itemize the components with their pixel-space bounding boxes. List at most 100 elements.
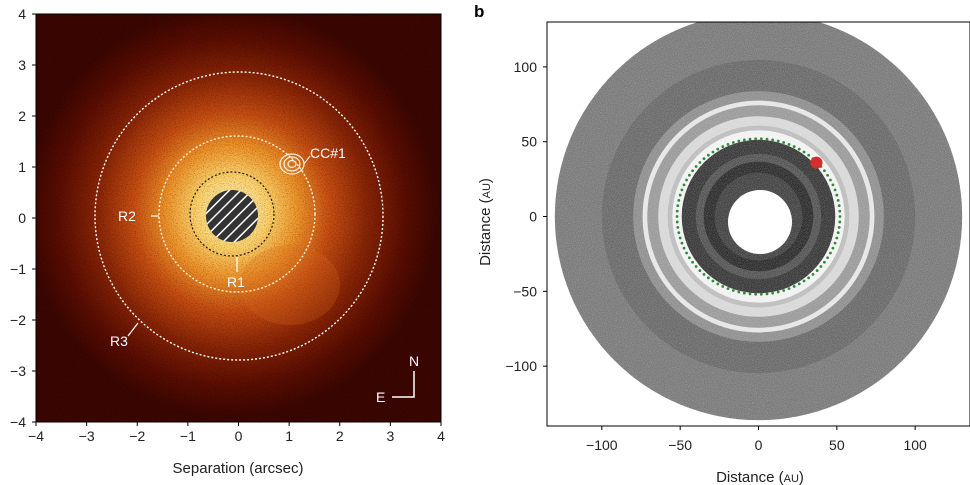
orbit-dot <box>677 198 681 202</box>
orbit-dot <box>838 209 842 213</box>
panel-a-xlabel: Separation (arcsec) <box>173 460 304 477</box>
orbit-dot <box>782 289 786 292</box>
orbit-dot <box>676 225 680 229</box>
orbit-dot <box>682 183 686 187</box>
x-tick-label-b: 50 <box>829 437 845 453</box>
orbit-dot <box>765 137 769 141</box>
x-tick-label-a: 1 <box>285 428 293 444</box>
panel-b-ylabel: Distance (AU) <box>477 178 494 266</box>
orbit-dot <box>688 256 691 260</box>
orbit-dot <box>826 173 829 177</box>
orbit-dot <box>748 292 752 296</box>
orbit-dot <box>823 169 826 173</box>
x-tick-label-a: −1 <box>180 428 196 444</box>
orbit-dot <box>802 150 806 154</box>
orbit-dot <box>787 287 791 291</box>
orbit-dot <box>771 138 775 142</box>
orbit-dot <box>731 289 735 292</box>
orbit-dot <box>721 285 725 288</box>
orbit-dot <box>706 153 710 157</box>
orbit-dot <box>776 139 780 143</box>
x-tick-label-a: −4 <box>28 428 44 444</box>
label-r3: R3 <box>110 333 128 349</box>
panel-b-ylabel-close: ) <box>477 178 494 183</box>
orbit-dot <box>694 265 698 268</box>
y-tick-label-b: 0 <box>529 209 537 225</box>
orbit-dot <box>754 292 758 296</box>
ring-r1 <box>189 171 275 257</box>
panel-b-xlabel-close: ) <box>799 469 804 485</box>
orbit-dot <box>702 272 706 276</box>
x-tick-label-b: −50 <box>668 437 692 453</box>
orbit-dot <box>826 256 829 260</box>
y-tick-label-b: −50 <box>513 283 537 299</box>
panel-b-ylabel-main: Distance ( <box>477 198 494 266</box>
orbit-dot <box>837 204 841 208</box>
orbit-dot <box>726 287 730 291</box>
label-r1: R1 <box>227 274 245 290</box>
orbit-dot <box>748 137 752 141</box>
y-tick-label-b: 100 <box>514 59 538 75</box>
orbit-dot <box>787 142 791 146</box>
orbit-dot <box>797 282 801 286</box>
orbit-dot <box>676 204 680 208</box>
panel-a: CC#1 R2 R1 R3 N E −4 −3 −2 −1 0 1 2 3 4 4 3 2 1 0 −1 −2… <box>10 6 445 477</box>
orbit-dot <box>680 241 684 245</box>
orbit-dot <box>677 231 681 235</box>
leader-cc1 <box>303 155 311 165</box>
x-tick-label-b: 100 <box>903 437 927 453</box>
panel-b-xlabel-unit: AU <box>784 473 799 485</box>
orbit-dot <box>819 265 823 268</box>
orbit-dot <box>802 279 806 283</box>
orbit-dot <box>711 279 715 283</box>
label-r2: R2 <box>118 208 136 224</box>
leader-r3 <box>127 322 139 337</box>
orbit-dot <box>838 215 842 218</box>
panel-b-letter: b <box>474 2 484 21</box>
y-tick-label-a: −1 <box>10 261 26 277</box>
compass-east-label: E <box>376 389 385 405</box>
orbit-dot <box>815 269 819 272</box>
panel-b-xlabel-main: Distance ( <box>716 469 784 485</box>
panel-b-xlabel: Distance (AU) <box>716 469 804 485</box>
orbit-dot <box>771 291 775 295</box>
x-tick-label-a: −3 <box>79 428 95 444</box>
disk-lobe <box>240 245 340 325</box>
panel-b-axes: −100 −50 0 50 100 100 50 0 −50 −100 <box>505 59 927 453</box>
coronagraph-mask <box>206 190 258 242</box>
y-tick-label-b: −100 <box>505 358 537 374</box>
orbit-dot <box>737 290 741 294</box>
orbit-dot <box>698 269 702 272</box>
orbit-dot <box>742 291 746 295</box>
inner-hole <box>728 190 792 254</box>
orbit-dot <box>721 145 725 148</box>
x-tick-label-a: −2 <box>129 428 145 444</box>
y-tick-label-a: 3 <box>18 57 26 73</box>
orbit-dot <box>737 139 741 143</box>
orbit-dot <box>685 178 688 182</box>
orbit-dot <box>837 225 841 229</box>
orbit-dot <box>807 153 811 157</box>
orbit-dot <box>716 147 720 151</box>
orbit-dot <box>807 276 811 280</box>
panel-a-axes: −4 −3 −2 −1 0 1 2 3 4 4 3 2 1 0 −1 −2 −3 −4 <box>10 6 445 444</box>
planet-orbit <box>675 137 842 296</box>
y-tick-label-a: 1 <box>18 159 26 175</box>
orbit-dot <box>711 150 715 154</box>
orbit-dot <box>716 282 720 286</box>
orbit-dot <box>678 193 682 197</box>
orbit-dot <box>833 188 837 192</box>
orbit-dot <box>831 246 835 250</box>
y-tick-label-a: 4 <box>18 6 26 22</box>
orbit-dot <box>691 169 694 173</box>
orbit-dot <box>754 137 758 141</box>
orbit-dot <box>759 292 763 296</box>
orbit-dot <box>792 145 796 148</box>
x-tick-label-a: 0 <box>235 428 243 444</box>
orbit-dot <box>688 173 691 177</box>
orbit-dot <box>831 183 835 187</box>
orbit-dot <box>675 220 679 224</box>
orbit-dot <box>835 193 839 197</box>
